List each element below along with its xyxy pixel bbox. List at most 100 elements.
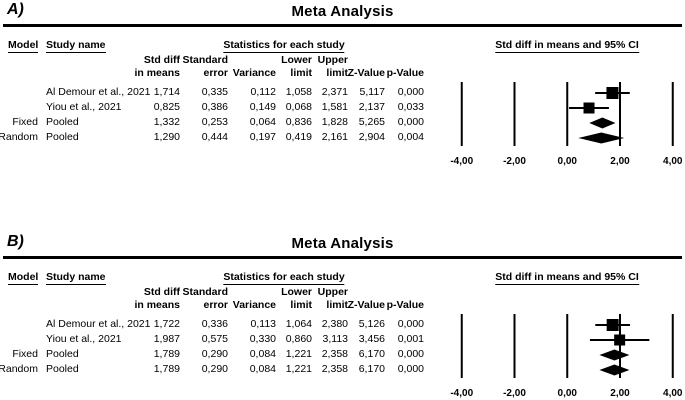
pooled-diamond-marker	[599, 364, 630, 376]
cell-statistic: 0,000	[397, 348, 424, 360]
cell-statistic: 2,380	[321, 318, 348, 330]
cell-statistic: 0,112	[250, 86, 277, 98]
cell-statistic: 1,064	[285, 318, 312, 330]
axis-tick-label: 4,00	[663, 388, 683, 399]
cell-statistic: 3,456	[358, 333, 385, 345]
cell-statistic: 1,789	[153, 363, 180, 375]
cell-statistic: 1,789	[153, 348, 180, 360]
panel-a: A) Meta Analysis Model Study name Statis…	[0, 0, 685, 172]
cell-statistic: 2,161	[321, 131, 348, 143]
cell-statistic: 0,575	[201, 333, 228, 345]
cell-statistic: 0,444	[201, 131, 228, 143]
cell-statistic: 0,084	[249, 348, 276, 360]
cell-statistic: 1,058	[285, 86, 312, 98]
panel-label: B)	[7, 233, 24, 250]
cell-study-name: Al Demour et al., 2021	[46, 318, 151, 330]
axis-tick-label: -4,00	[450, 388, 473, 399]
cell-statistic: 0,000	[397, 116, 424, 128]
cell-statistic: 2,371	[321, 86, 348, 98]
cell-model: Fixed	[12, 348, 38, 360]
pooled-diamond-marker	[578, 132, 625, 144]
cell-statistic: 1,828	[321, 116, 348, 128]
cell-study-name: Pooled	[46, 348, 79, 360]
column-subheader: Std diff in means	[134, 286, 180, 311]
column-header-forest-plot: Std diff in means and 95% CI	[495, 271, 639, 285]
study-point-marker	[606, 87, 619, 99]
column-subheader: Z-Value	[347, 66, 385, 79]
cell-statistic: 6,170	[358, 363, 385, 375]
table-row: Yiou et al., 2021 0,825 0,386 0,149 0,068 1,5…	[0, 100, 685, 115]
column-subheader: Lower limit	[281, 54, 312, 79]
cell-statistic: 0,825	[153, 101, 180, 113]
study-point-marker	[614, 334, 626, 346]
cell-statistic: 2,358	[321, 363, 348, 375]
table-row: Yiou et al., 2021 1,987 0,575 0,330 0,860 3,1…	[0, 332, 685, 347]
column-subheader: Variance	[232, 298, 276, 311]
cell-statistic: 0,084	[249, 363, 276, 375]
cell-statistic: 0,000	[397, 363, 424, 375]
axis-tick-label: -4,00	[450, 156, 473, 167]
cell-statistic: 0,197	[249, 131, 276, 143]
cell-model: Random	[0, 363, 38, 375]
cell-statistic: 0,860	[285, 333, 312, 345]
title-rule	[3, 256, 682, 259]
cell-statistic: 0,004	[397, 131, 424, 143]
column-subheaders: Std diff in means Standard error Variance L…	[0, 53, 685, 79]
cell-statistic: 0,064	[249, 116, 276, 128]
column-subheaders: Std diff in means Standard error Variance L…	[0, 285, 685, 311]
axis-tick-label: 4,00	[663, 156, 683, 167]
cell-model: Random	[0, 131, 38, 143]
table-row: Random Pooled 1,789 0,290 0,084 1,221 2,358 6,1…	[0, 362, 685, 377]
cell-study-name: Pooled	[46, 116, 79, 128]
cell-statistic: 1,221	[285, 348, 312, 360]
cell-study-name: Pooled	[46, 131, 79, 143]
cell-statistic: 0,336	[201, 318, 228, 330]
pooled-diamond-marker	[599, 349, 630, 361]
cell-statistic: 0,330	[249, 333, 276, 345]
column-header-forest-plot: Std diff in means and 95% CI	[495, 39, 639, 53]
table-row: Random Pooled 1,290 0,444 0,197 0,419 2,161 2,9…	[0, 130, 685, 145]
table-row: Fixed Pooled 1,789 0,290 0,084 1,221 2,358 6,17…	[0, 347, 685, 362]
column-subheader: Z-Value	[347, 298, 385, 311]
forest-plot: -4,00 -2,00 0,00 2,00 4,00	[450, 314, 683, 399]
cell-statistic: 1,714	[153, 86, 180, 98]
cell-statistic: 2,358	[321, 348, 348, 360]
column-subheader: Lower limit	[281, 286, 312, 311]
column-header-model: Model	[8, 39, 39, 53]
column-subheader: p-Value	[386, 298, 424, 311]
cell-statistic: 3,113	[322, 333, 349, 345]
panel-title: Meta Analysis	[291, 3, 394, 20]
cell-statistic: 0,253	[201, 116, 228, 128]
cell-statistic: 0,419	[285, 131, 312, 143]
axis-tick-label: 2,00	[610, 156, 630, 167]
cell-statistic: 0,000	[397, 86, 424, 98]
cell-statistic: 0,836	[285, 116, 312, 128]
table-row: Al Demour et al., 2021 1,714 0,335 0,112 1,0…	[0, 85, 685, 100]
axis-tick-label: 2,00	[610, 388, 630, 399]
column-subheader: Variance	[232, 66, 276, 79]
cell-study-name: Yiou et al., 2021	[46, 101, 122, 113]
column-header-statistics: Statistics for each study	[223, 39, 345, 53]
cell-statistic: 1,221	[285, 363, 312, 375]
cell-statistic: 6,170	[358, 348, 385, 360]
cell-statistic: 5,126	[358, 318, 385, 330]
cell-statistic: 0,113	[250, 318, 277, 330]
pooled-diamond-marker	[589, 117, 616, 129]
cell-statistic: 0,033	[397, 101, 424, 113]
panel-label: A)	[7, 1, 24, 18]
axis-tick-label: 0,00	[558, 156, 578, 167]
axis-tick-label: 0,00	[558, 388, 578, 399]
cell-statistic: 1,290	[153, 131, 180, 143]
cell-study-name: Yiou et al., 2021	[46, 333, 122, 345]
title-rule	[3, 24, 682, 27]
column-subheader: Std diff in means	[134, 54, 180, 79]
column-header-study-name: Study name	[46, 39, 106, 53]
study-point-marker	[606, 319, 619, 331]
panel-title: Meta Analysis	[291, 235, 394, 252]
cell-statistic: 0,290	[201, 348, 228, 360]
cell-statistic: 0,001	[397, 333, 424, 345]
cell-study-name: Pooled	[46, 363, 79, 375]
cell-statistic: 0,000	[397, 318, 424, 330]
panel-b: B) Meta Analysis Model Study name Statis…	[0, 232, 685, 400]
